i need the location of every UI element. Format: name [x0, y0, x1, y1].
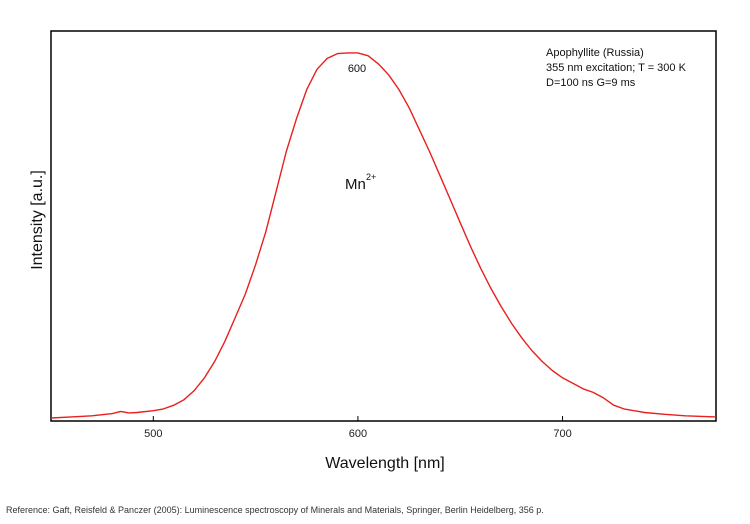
x-tick-label: 600 — [349, 428, 367, 440]
plot-frame — [50, 30, 717, 422]
ion-label-superscript: 2+ — [366, 172, 376, 182]
annotation-line-3: D=100 ns G=9 ms — [546, 77, 636, 89]
x-axis-title: Wavelength [nm] — [325, 455, 444, 472]
ion-label-text: Mn — [345, 176, 366, 193]
annotation-line-1: Apophyllite (Russia) — [546, 47, 644, 59]
peak-label: 600 — [348, 63, 366, 75]
spectrum-line — [50, 52, 717, 419]
x-axis-ticks: 500 600 700 — [144, 416, 572, 440]
y-axis-title: Intensity [a.u.] — [29, 170, 46, 270]
sample-annotation: Apophyllite (Russia) 355 nm excitation; … — [546, 47, 687, 89]
x-tick-label: 700 — [553, 428, 571, 440]
annotation-line-2: 355 nm excitation; T = 300 K — [546, 62, 687, 74]
ion-label: Mn 2+ — [345, 172, 376, 193]
x-tick-label: 500 — [144, 428, 162, 440]
reference-caption: Reference: Gaft, Reisfeld & Panczer (200… — [6, 505, 544, 515]
